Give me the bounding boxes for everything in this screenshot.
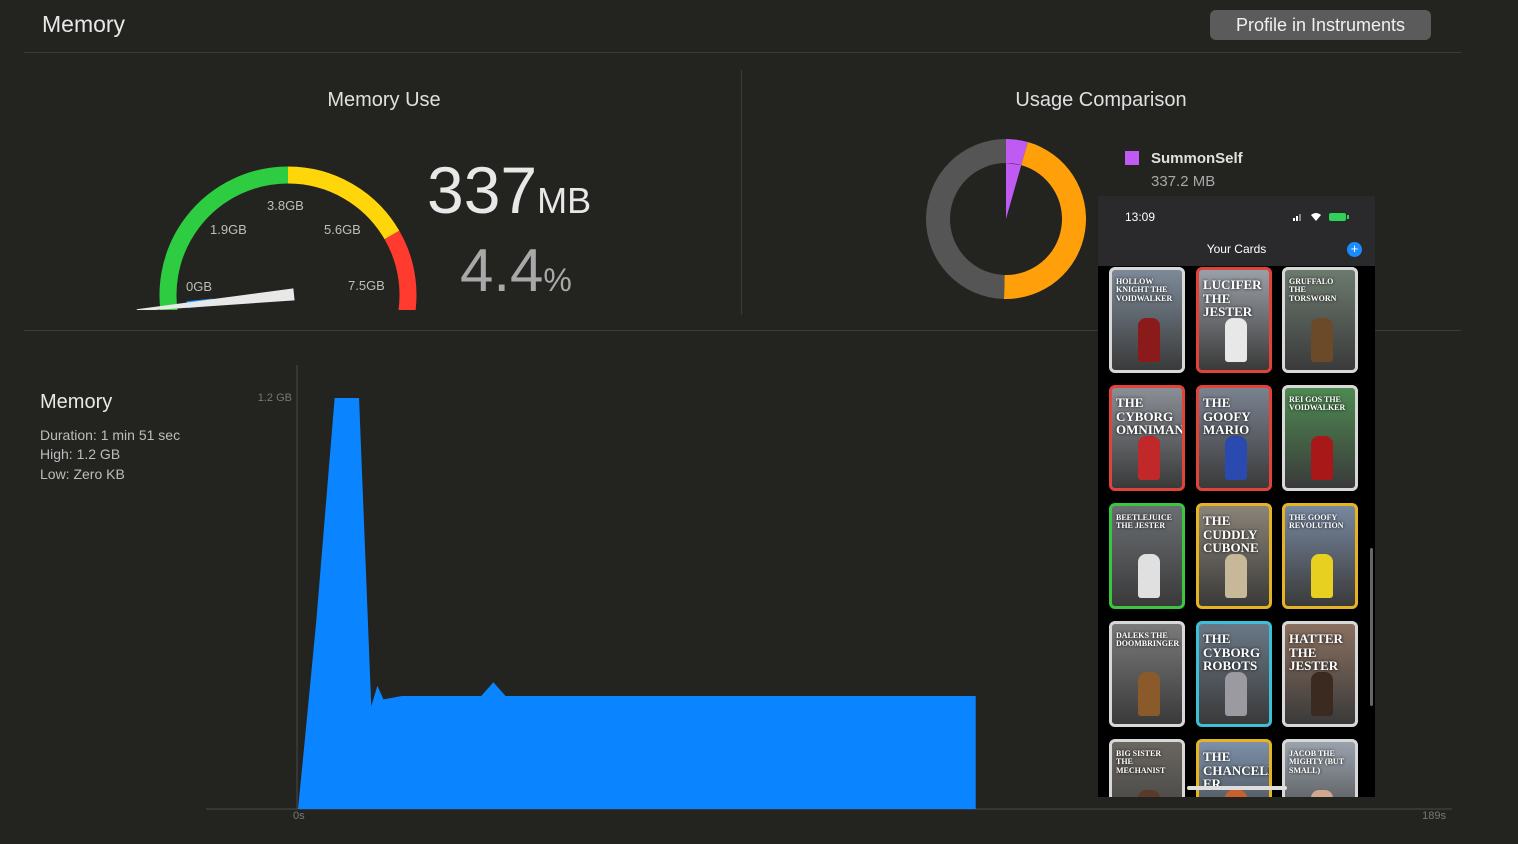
page-title: Memory <box>42 11 126 37</box>
card-figure <box>1225 318 1247 362</box>
wifi-icon <box>1311 213 1321 221</box>
card-1[interactable]: LUCIFER THE JESTER <box>1196 267 1272 373</box>
gauge-label-7-5gb: 7.5GB <box>348 278 385 293</box>
gauge-label-3-8gb: 3.8GB <box>267 198 304 213</box>
card-title: HATTER THE JESTER <box>1289 631 1343 674</box>
card-title: THE CYBORG OMNIMAN <box>1116 395 1184 438</box>
home-indicator <box>1187 786 1287 790</box>
profile-in-instruments-button[interactable]: Profile in Instruments <box>1210 10 1431 40</box>
gauge-label-5-6gb: 5.6GB <box>324 222 361 237</box>
y-max-label: 1.2 GB <box>258 392 292 404</box>
card-figure <box>1311 672 1333 716</box>
memory-chart-title: Memory <box>40 391 113 413</box>
card-10[interactable]: THE CYBORG ROBOTS <box>1196 621 1272 727</box>
card-0[interactable]: HOLLOW KNIGHT THE VOIDWALKER <box>1109 267 1185 373</box>
card-title: THE GOOFY MARIO <box>1203 395 1251 438</box>
donut-slice-0 <box>1006 139 1028 166</box>
card-title: DALEKS THE DOOMBRINGER <box>1116 631 1180 649</box>
memory-use-title: Memory Use <box>327 89 441 111</box>
card-figure <box>1138 318 1160 362</box>
x-start-label: 0s <box>293 810 305 822</box>
legend-swatch <box>1125 151 1139 165</box>
card-title: THE CUDDLY CUBONE <box>1203 513 1259 556</box>
scrollbar[interactable] <box>1370 548 1373 706</box>
high-text: High: 1.2 GB <box>40 446 121 462</box>
memory-percent-number: 4.4 <box>460 237 544 304</box>
gauge-arc-red <box>384 230 417 310</box>
card-5[interactable]: REI GOS THE VOIDWALKER <box>1282 385 1358 491</box>
card-title: BEETLEJUICE THE JESTER <box>1116 513 1173 531</box>
memory-value: 337MB <box>427 152 591 228</box>
card-title: BIG SISTER THE MECHANIST <box>1116 749 1166 775</box>
card-figure <box>1311 318 1333 362</box>
card-title: THE CYBORG ROBOTS <box>1203 631 1261 674</box>
card-figure <box>1311 554 1333 598</box>
card-title: JACOB THE MIGHTY (BUT SMALL) <box>1289 749 1344 775</box>
card-2[interactable]: GRUFFALO THE TORSWORN <box>1282 267 1358 373</box>
section-divider <box>741 70 742 315</box>
your-cards-title: Your Cards <box>1206 242 1267 256</box>
card-title: LUCIFER THE JESTER <box>1203 277 1262 320</box>
card-figure <box>1138 790 1160 797</box>
memory-value-unit: MB <box>537 180 592 221</box>
signal-icon <box>1293 218 1295 221</box>
memory-area-series <box>298 398 976 809</box>
card-title: THE CHANCELLOR ER <box>1203 749 1269 792</box>
x-end-label: 189s <box>1422 810 1446 822</box>
donut-slice-1 <box>1003 142 1086 299</box>
battery-icon <box>1329 213 1346 221</box>
memory-gauge: 0GB 1.9GB 3.8GB 5.6GB 7.5GB <box>136 166 417 310</box>
add-card-button[interactable]: + <box>1347 242 1362 257</box>
legend-app-value: 337.2 MB <box>1151 173 1216 190</box>
card-11[interactable]: HATTER THE JESTER <box>1282 621 1358 727</box>
memory-value-number: 337 <box>427 153 538 227</box>
card-7[interactable]: THE CUDDLY CUBONE <box>1196 503 1272 609</box>
card-8[interactable]: THE GOOFY REVOLUTION <box>1282 503 1358 609</box>
card-3[interactable]: THE CYBORG OMNIMAN <box>1109 385 1185 491</box>
gauge-arc-green <box>159 166 289 310</box>
memory-percent-unit: % <box>543 262 572 298</box>
card-figure <box>1311 790 1333 797</box>
header-divider <box>24 52 1461 53</box>
card-title: GRUFFALO THE TORSWORN <box>1289 277 1337 303</box>
card-figure <box>1138 672 1160 716</box>
card-12[interactable]: BIG SISTER THE MECHANIST <box>1109 739 1185 797</box>
card-figure <box>1225 554 1247 598</box>
memory-percent: 4.4% <box>460 236 572 305</box>
phone-screenshot: 13:09 Your Cards + HOLLOW KNIGHT THE VOI… <box>1098 196 1375 797</box>
card-title: HOLLOW KNIGHT THE VOIDWALKER <box>1116 277 1173 303</box>
card-14[interactable]: JACOB THE MIGHTY (BUT SMALL) <box>1282 739 1358 797</box>
card-figure <box>1225 790 1247 797</box>
donut-slice-2 <box>926 139 1006 299</box>
usage-donut <box>926 139 1086 299</box>
legend-app-name: SummonSelf <box>1151 150 1243 167</box>
gauge-needle <box>136 288 295 310</box>
card-title: THE GOOFY REVOLUTION <box>1289 513 1344 531</box>
card-figure <box>1311 436 1333 480</box>
card-figure <box>1138 436 1160 480</box>
card-title: REI GOS THE VOIDWALKER <box>1289 395 1346 413</box>
status-icons <box>1293 213 1349 221</box>
memory-chart: 1.2 GB 0s 189s <box>206 365 1452 822</box>
card-figure <box>1225 672 1247 716</box>
gauge-label-0gb: 0GB <box>186 279 212 294</box>
low-text: Low: Zero KB <box>40 466 125 482</box>
duration-text: Duration: 1 min 51 sec <box>40 427 181 443</box>
gauges-divider <box>24 330 1461 331</box>
card-figure <box>1138 554 1160 598</box>
phone-header <box>1098 196 1375 266</box>
usage-comparison-title: Usage Comparison <box>1015 89 1187 111</box>
gauge-arc-yellow <box>287 166 400 240</box>
donut-slice-pointer <box>1006 163 1022 219</box>
status-time: 13:09 <box>1125 210 1156 224</box>
gauge-label-1-9gb: 1.9GB <box>210 222 247 237</box>
card-4[interactable]: THE GOOFY MARIO <box>1196 385 1272 491</box>
card-figure <box>1225 436 1247 480</box>
card-9[interactable]: DALEKS THE DOOMBRINGER <box>1109 621 1185 727</box>
card-6[interactable]: BEETLEJUICE THE JESTER <box>1109 503 1185 609</box>
